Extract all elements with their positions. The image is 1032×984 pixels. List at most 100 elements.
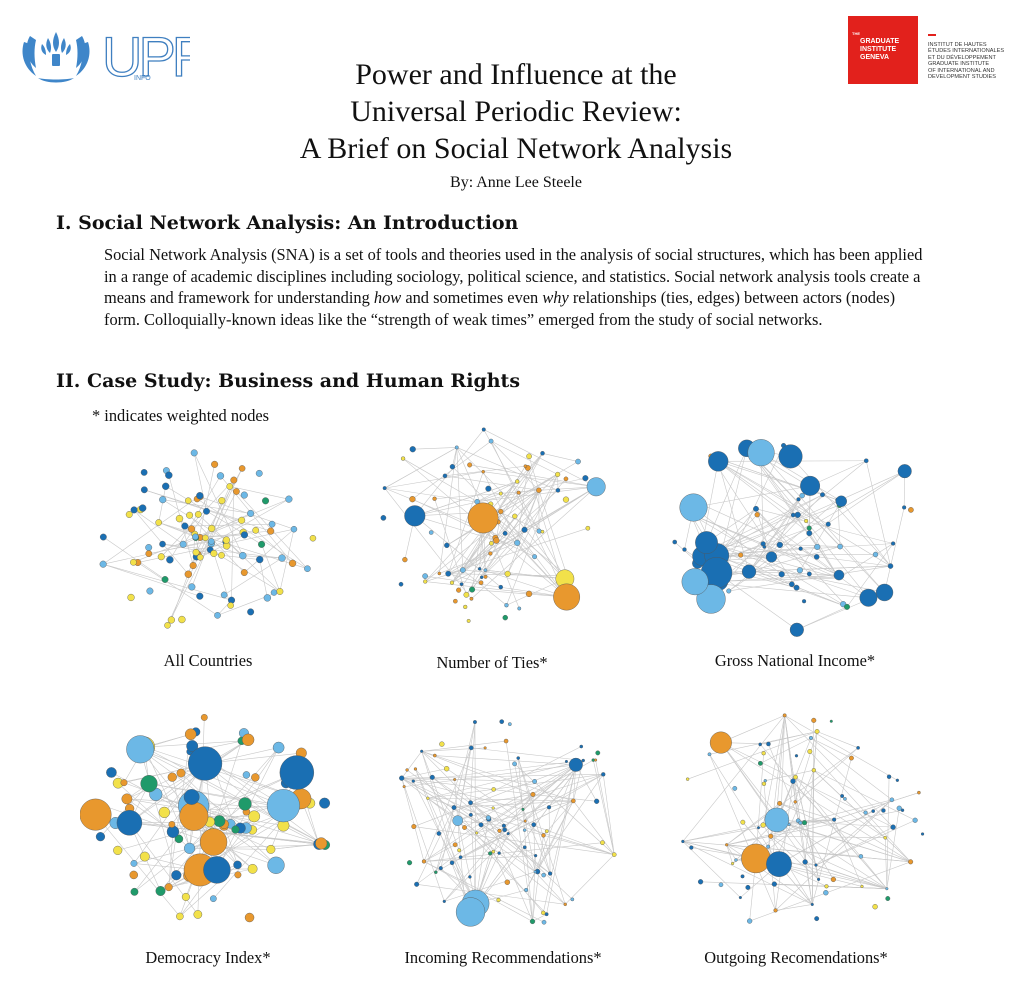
network-edge [795, 776, 886, 838]
network-edge [452, 447, 458, 467]
network-node [498, 584, 503, 590]
network-node [233, 860, 242, 870]
network-edge [129, 822, 320, 845]
network-edge [470, 802, 476, 904]
author-line: By: Anne Lee Steele [450, 174, 582, 191]
network-edge [451, 800, 574, 864]
network-node [468, 800, 473, 806]
network-edge [469, 464, 597, 488]
network-edge [693, 485, 811, 508]
network-node [875, 583, 894, 602]
network-node [240, 531, 249, 539]
network-node [266, 844, 276, 854]
network-edge [162, 499, 251, 514]
network-edge [481, 490, 540, 578]
network-edge [144, 746, 326, 846]
network-node [796, 567, 803, 574]
network-edge [718, 461, 794, 516]
network-edge [480, 824, 536, 873]
network-node [238, 797, 252, 811]
network-edge [444, 871, 536, 902]
network-node [139, 851, 150, 862]
network-edge [800, 822, 834, 880]
network-node [512, 761, 517, 767]
network-edge [414, 481, 518, 517]
network-node [738, 552, 744, 558]
network-edge [427, 760, 584, 799]
network-node [872, 904, 878, 910]
network-node [167, 616, 175, 624]
network-edge [220, 475, 293, 564]
network-edge [706, 448, 748, 543]
network-edge [103, 536, 166, 580]
network-node [208, 524, 216, 533]
network-edge [427, 797, 615, 855]
network-edge [191, 479, 235, 588]
network-node [99, 533, 107, 541]
network-edge [719, 560, 848, 608]
network-edge [514, 516, 566, 580]
network-edge [475, 817, 489, 904]
network-edge [414, 429, 485, 517]
network-edge [573, 800, 615, 855]
network-node [145, 550, 153, 557]
network-node [760, 822, 766, 828]
network-node [778, 571, 785, 578]
network-edge [532, 835, 544, 922]
network-edge [784, 715, 898, 781]
network-node [200, 714, 208, 721]
network-node [840, 794, 845, 798]
network-edge [755, 508, 894, 544]
network-edge [139, 749, 177, 876]
network-node [497, 828, 502, 833]
network-node [896, 805, 902, 811]
network-node [262, 497, 270, 505]
network-node [434, 870, 438, 875]
network-node [477, 567, 482, 571]
network-node [823, 890, 829, 896]
network-node [798, 546, 803, 551]
network-node [709, 731, 732, 754]
network-node [442, 899, 446, 903]
network-node [218, 497, 226, 505]
network-edge [716, 470, 905, 556]
network-edge [507, 474, 558, 574]
network-node [745, 884, 751, 890]
network-node [240, 491, 248, 499]
network-node [885, 896, 891, 901]
network-edge [434, 755, 576, 766]
network-edge [506, 474, 558, 606]
network-edge [834, 792, 919, 820]
network-node [522, 845, 527, 850]
network-node [782, 713, 787, 718]
network-node [125, 511, 133, 518]
network-edge [800, 822, 817, 866]
network-node [920, 832, 925, 836]
network-edge [784, 715, 799, 821]
network-node [99, 560, 107, 568]
network-edge [689, 498, 817, 558]
network-node [413, 767, 418, 771]
network-node [145, 544, 153, 551]
network-node [475, 831, 479, 835]
network-edge [771, 715, 785, 869]
section-heading-case-study: II. Case Study: Business and Human Right… [56, 370, 521, 392]
network-node [814, 543, 821, 550]
network-edge [454, 779, 458, 821]
network-node [697, 879, 704, 885]
network-edge [283, 825, 320, 845]
network-node [502, 530, 508, 536]
network-node [885, 887, 889, 891]
network-node [586, 477, 606, 497]
network-node [766, 851, 792, 877]
network-node [230, 476, 238, 484]
network-node [449, 580, 455, 585]
network-edge [748, 546, 841, 572]
network-node [820, 492, 825, 498]
network-edge [261, 544, 281, 592]
network-edge [412, 440, 492, 500]
network-edge [833, 819, 863, 887]
network-node [120, 779, 128, 787]
network-edge [439, 542, 518, 574]
network-node [188, 583, 196, 591]
